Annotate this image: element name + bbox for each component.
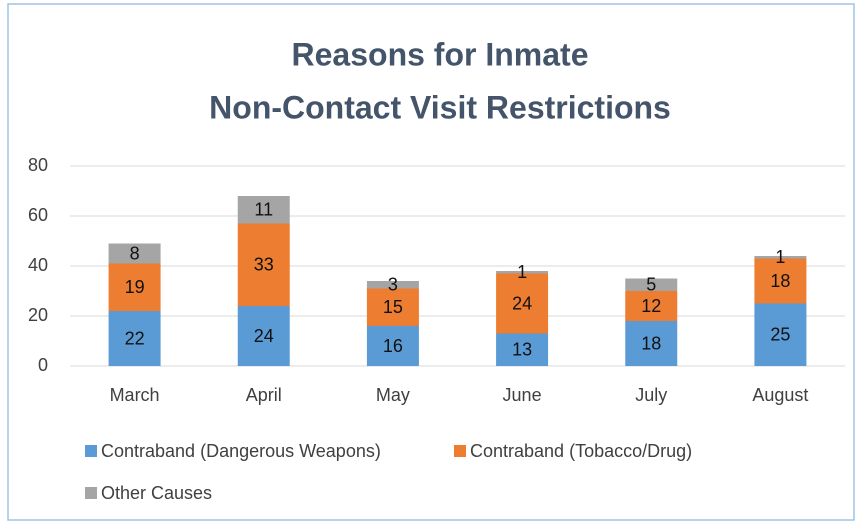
data-label: 25 [770, 325, 790, 345]
y-tick-label: 0 [38, 355, 48, 375]
legend-swatch [454, 445, 466, 457]
data-label: 24 [254, 326, 274, 346]
x-tick-label: August [752, 385, 808, 405]
bar-segment [366, 326, 419, 366]
bar-segment [237, 196, 290, 224]
legend-label: Other Causes [101, 483, 212, 503]
data-label: 19 [125, 277, 145, 297]
bar-segment [108, 311, 161, 366]
data-label: 18 [770, 271, 790, 291]
bar-segment [754, 256, 807, 259]
data-label: 24 [512, 293, 532, 313]
data-label: 5 [646, 275, 656, 295]
data-label: 1 [517, 262, 527, 282]
legend-label: Contraband (Dangerous Weapons) [101, 441, 381, 461]
x-tick-label: July [635, 385, 667, 405]
chart-title: Non-Contact Visit Restrictions [209, 89, 671, 125]
bar-segment [625, 278, 678, 291]
y-tick-label: 60 [28, 205, 48, 225]
data-label: 16 [383, 336, 403, 356]
bar-segment [496, 333, 549, 366]
y-tick-label: 40 [28, 255, 48, 275]
bar-segment [108, 263, 161, 311]
data-label: 3 [388, 275, 398, 295]
bar-segment [625, 321, 678, 366]
bar-segment [754, 303, 807, 366]
legend-swatch [85, 487, 97, 499]
data-label: 33 [254, 255, 274, 275]
data-label: 15 [383, 297, 403, 317]
legend-swatch [85, 445, 97, 457]
bar-segment [366, 288, 419, 326]
bar-segment [496, 273, 549, 334]
legend-label: Contraband (Tobacco/Drug) [470, 441, 692, 461]
data-label: 22 [125, 328, 145, 348]
bar-segment [366, 281, 419, 289]
y-tick-label: 20 [28, 305, 48, 325]
bar-segment [625, 291, 678, 321]
chart-title: Reasons for Inmate [292, 36, 589, 72]
bar-segment [237, 306, 290, 366]
data-label: 13 [512, 340, 532, 360]
x-tick-label: June [503, 385, 542, 405]
data-label: 11 [254, 200, 273, 220]
bar-segment [108, 243, 161, 264]
x-tick-label: April [246, 385, 282, 405]
bar-segment [496, 271, 549, 274]
data-label: 1 [775, 247, 785, 267]
data-label: 8 [130, 243, 140, 263]
bar-segment [754, 258, 807, 304]
data-label: 18 [641, 333, 661, 353]
bar-segment [237, 223, 290, 306]
data-label: 12 [641, 296, 661, 316]
x-tick-label: May [376, 385, 410, 405]
x-tick-label: March [110, 385, 160, 405]
y-tick-label: 80 [28, 155, 48, 175]
